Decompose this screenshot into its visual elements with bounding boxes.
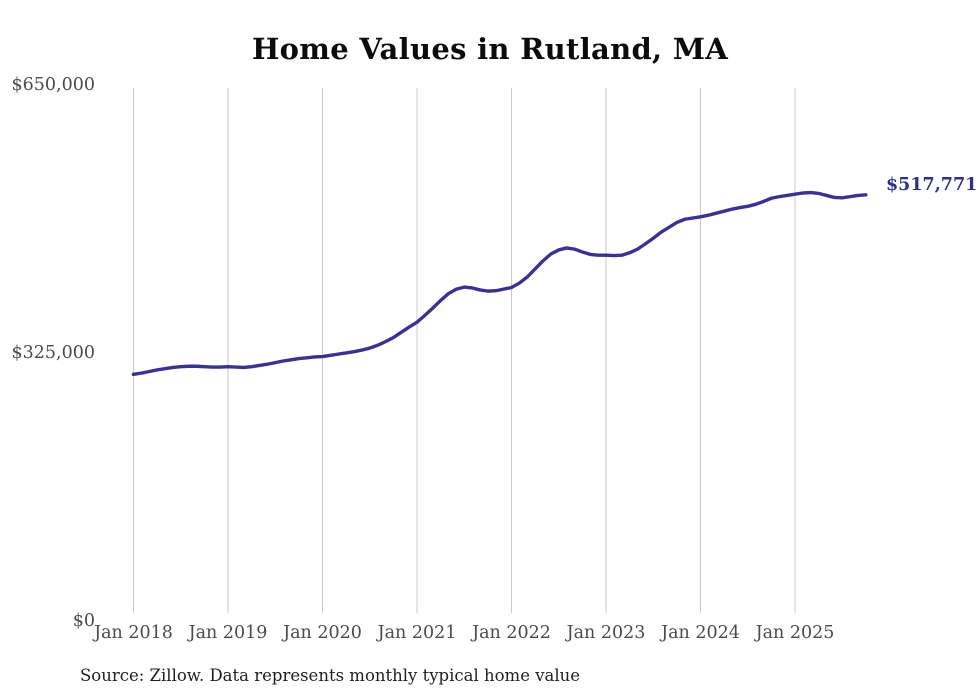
source-note: Source: Zillow. Data represents monthly … — [80, 666, 581, 685]
x-axis-label-jan-2020: Jan 2020 — [283, 623, 362, 643]
y-axis-label-650k: $650,000 — [11, 75, 95, 95]
y-axis-label-325k: $325,000 — [11, 343, 95, 363]
home-value-line — [131, 190, 868, 377]
x-axis-label-jan-2022: Jan 2022 — [472, 623, 551, 643]
x-axis-label-jan-2019: Jan 2019 — [188, 623, 268, 643]
x-axis-label-jan-2018: Jan 2018 — [94, 623, 173, 643]
x-axis-label-jan-2024: Jan 2024 — [661, 623, 740, 643]
x-axis-label-jan-2025: Jan 2025 — [755, 623, 835, 643]
end-value-label: $517,771 — [886, 175, 978, 195]
x-axis-label-jan-2021: Jan 2021 — [377, 623, 457, 643]
x-axis-label-jan-2023: Jan 2023 — [566, 623, 646, 643]
y-axis-label-0: $0 — [72, 611, 95, 631]
chart-title: Home Values in Rutland, MA — [251, 32, 729, 66]
